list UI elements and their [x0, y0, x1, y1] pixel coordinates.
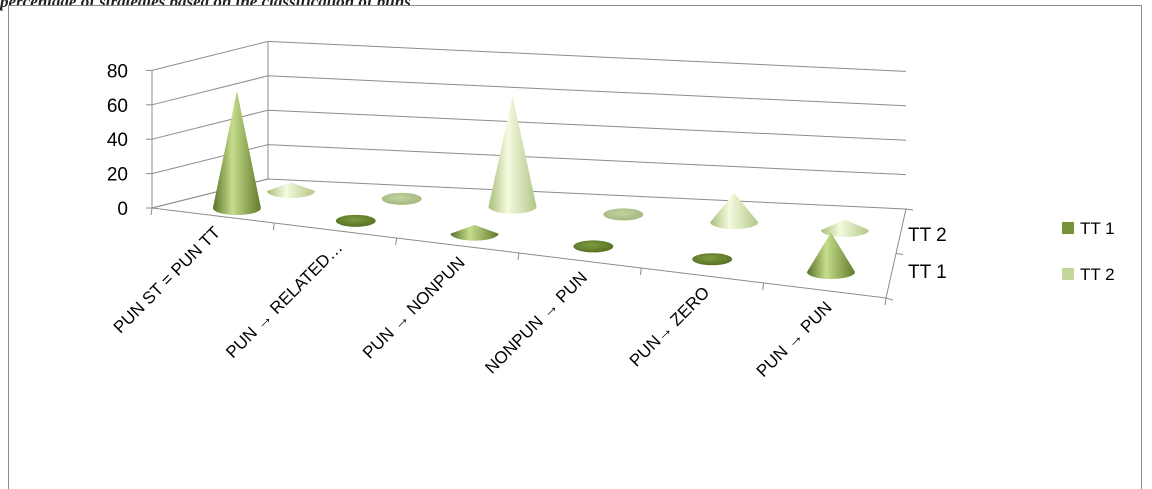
- depth-label-tt1: TT 1: [908, 262, 947, 283]
- x-tick: [517, 252, 520, 261]
- depth-tick: [885, 297, 894, 301]
- axes: [146, 41, 914, 306]
- x-tick: [639, 267, 642, 276]
- depth-tick: [905, 208, 914, 211]
- cone-base: [381, 192, 422, 205]
- data-cone: [212, 91, 261, 216]
- y-tick-label: 40: [107, 130, 128, 151]
- depth-label-tt2: TT 2: [908, 225, 947, 246]
- category-label: PUN ST = PUN TT: [110, 223, 224, 337]
- gridline: [151, 40, 907, 72]
- legend-label: TT 1: [1080, 219, 1115, 238]
- cone-base: [573, 240, 614, 253]
- data-cone: [806, 232, 855, 280]
- y-tick-label: 20: [107, 165, 128, 186]
- cone-base: [335, 214, 376, 227]
- y-tick-label: 60: [107, 96, 128, 117]
- gridline: [151, 75, 907, 107]
- legend-swatch: [1062, 222, 1074, 234]
- category-label: PUN → NONPUN: [359, 253, 469, 363]
- y-tick-label: 80: [107, 61, 128, 82]
- x-tick: [762, 282, 765, 291]
- legend-swatch: [1062, 268, 1074, 280]
- gridline: [151, 109, 907, 141]
- data-cone: [450, 225, 499, 241]
- legend-label: TT 2: [1080, 265, 1115, 284]
- x-tick: [272, 222, 275, 231]
- legend: TT 1 TT 2: [1062, 219, 1115, 284]
- depth-tick: [895, 253, 904, 255]
- cone-base: [692, 253, 733, 266]
- x-tick: [150, 207, 153, 216]
- y-tick-label: 0: [117, 199, 128, 220]
- data-cone: [488, 96, 537, 214]
- data-cone: [820, 219, 869, 238]
- gridline: [151, 144, 907, 176]
- x-tick: [884, 297, 887, 306]
- category-label: PUN → PUN: [753, 298, 836, 381]
- data-cones: [212, 91, 869, 280]
- data-cone: [710, 192, 759, 230]
- cone-base: [603, 208, 644, 221]
- x-tick: [395, 237, 398, 246]
- data-cone: [266, 182, 315, 199]
- category-label: NONPUN → PUN: [481, 268, 591, 378]
- category-label: PUN→ ZERO: [626, 283, 714, 371]
- category-label: PUN → RELATED…: [222, 238, 346, 362]
